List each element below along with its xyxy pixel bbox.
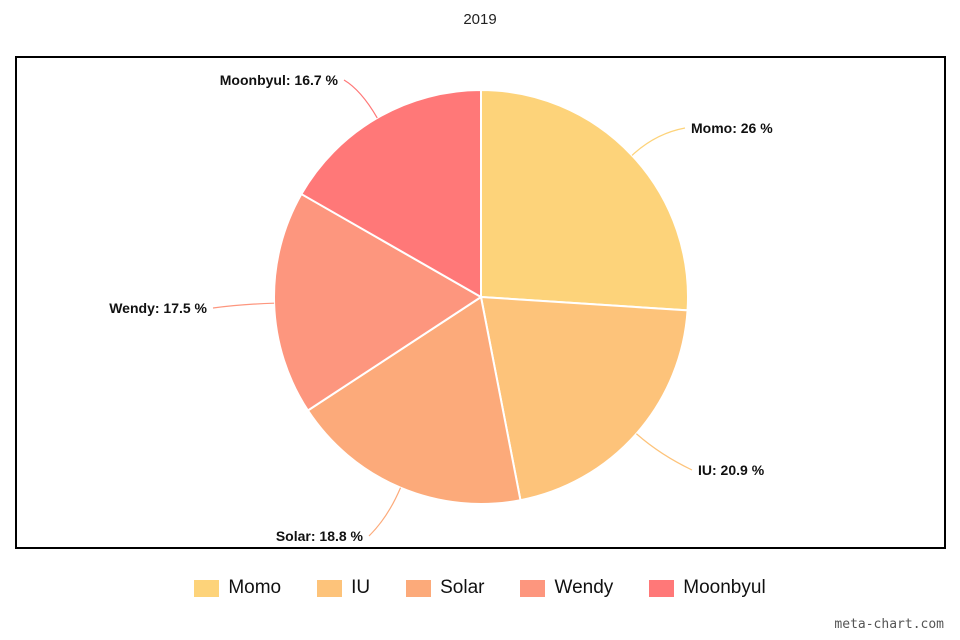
legend-item-solar[interactable]: Solar (406, 577, 484, 599)
watermark: meta-chart.com (834, 617, 944, 632)
legend: Momo IU Solar Wendy Moonbyul (0, 577, 960, 599)
legend-swatch (194, 579, 220, 597)
data-label-moonbyul: Moonbyul: 16.7 % (220, 72, 339, 88)
legend-swatch (317, 579, 343, 597)
legend-label: Solar (440, 577, 485, 598)
data-label-solar: Solar: 18.8 % (276, 528, 364, 544)
legend-label: IU (351, 577, 371, 598)
legend-swatch (520, 579, 546, 597)
legend-label: Moonbyul (683, 577, 766, 598)
pie-slice-momo[interactable] (480, 88, 689, 312)
data-label-momo: Momo: 26 % (691, 120, 773, 136)
legend-swatch (406, 579, 432, 597)
connector-line-momo (631, 127, 686, 156)
plot-area: Momo: 26 % IU: 20.9 % Solar: 18.8 % Wendy: … (15, 56, 946, 549)
legend-swatch (649, 579, 675, 597)
data-label-iu: IU: 20.9 % (698, 462, 765, 478)
data-label-wendy: Wendy: 17.5 % (109, 300, 207, 316)
legend-item-iu[interactable]: IU (317, 577, 370, 599)
connector-line-iu (635, 433, 693, 471)
chart-title: 2019 (463, 11, 497, 28)
legend-label: Wendy (554, 577, 614, 598)
connector-line-moonbyul (343, 79, 378, 119)
legend-item-momo[interactable]: Momo (194, 577, 281, 599)
legend-label: Momo (228, 577, 282, 598)
legend-item-wendy[interactable]: Wendy (520, 577, 613, 599)
connector-line-solar (368, 487, 402, 537)
pie-chart: Momo: 26 % IU: 20.9 % Solar: 18.8 % Wendy: … (109, 72, 773, 544)
pie-slice-iu[interactable] (479, 295, 689, 502)
legend-item-moonbyul[interactable]: Moonbyul (649, 577, 766, 599)
connector-line-wendy (212, 302, 275, 309)
pie-slice-moonbyul[interactable] (300, 88, 482, 299)
pie-slice-solar[interactable] (306, 295, 522, 505)
